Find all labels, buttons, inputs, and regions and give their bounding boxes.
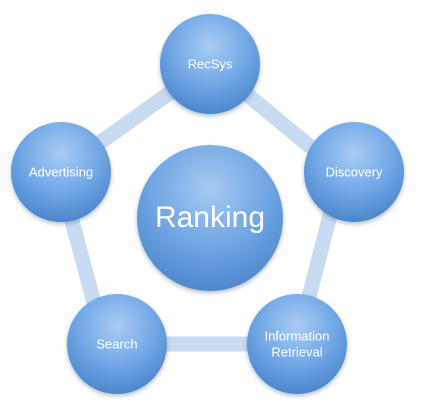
node-discovery: Discovery bbox=[304, 122, 404, 222]
node-advertising: Advertising bbox=[11, 122, 111, 222]
center-node-label: Ranking bbox=[155, 201, 265, 234]
node-label-search: Search bbox=[96, 336, 137, 351]
center-node-ranking: Ranking bbox=[137, 145, 283, 291]
node-information-retrieval: Information Retrieval bbox=[247, 294, 347, 394]
node-label-retrieval: Retrieval bbox=[271, 344, 322, 359]
node-label-information: Information bbox=[264, 328, 329, 343]
node-recsys: RecSys bbox=[160, 14, 260, 114]
node-label-discovery: Discovery bbox=[325, 164, 383, 179]
node-search: Search bbox=[67, 294, 167, 394]
node-label-advertising: Advertising bbox=[29, 164, 93, 179]
node-label-recsys: RecSys bbox=[188, 56, 233, 71]
